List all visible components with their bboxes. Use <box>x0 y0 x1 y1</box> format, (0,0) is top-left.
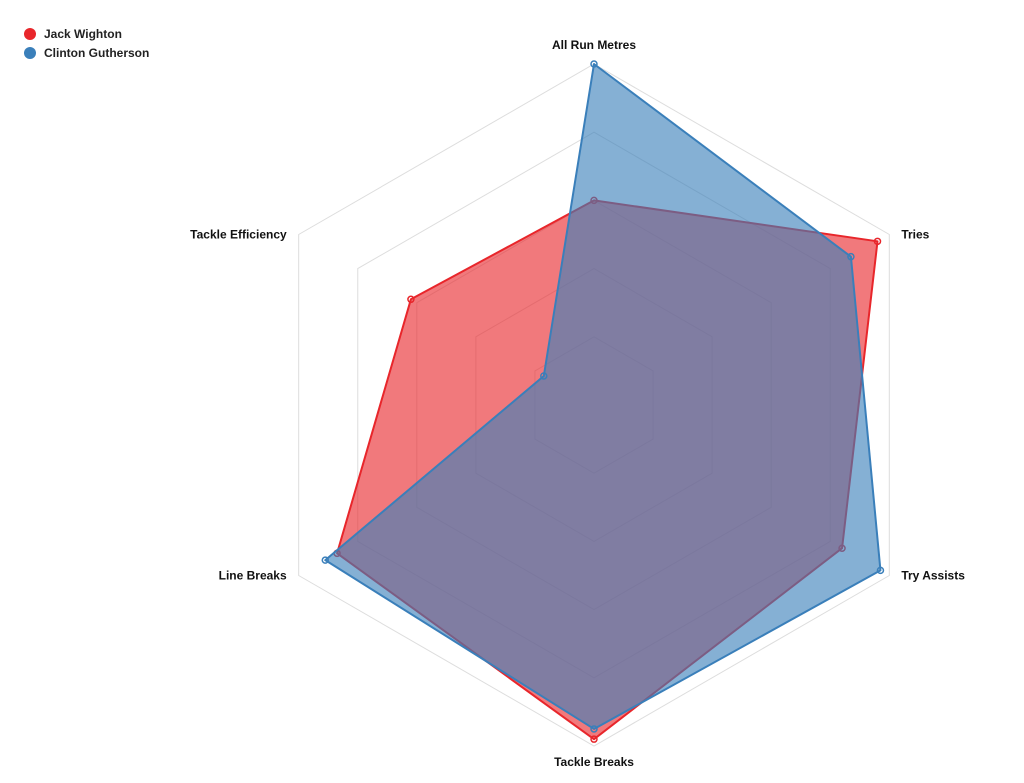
series-0-point-5[interactable] <box>407 295 415 304</box>
axis-label-1: Tries <box>901 228 929 242</box>
legend-swatch <box>24 46 36 59</box>
series-1-point-5[interactable] <box>540 372 548 380</box>
series-1-point-1[interactable] <box>847 252 855 261</box>
axis-label-0: All Run Metres <box>552 38 636 52</box>
series-layer <box>321 60 885 743</box>
axis-label-5: Tackle Efficiency <box>190 228 287 242</box>
axis-label-4: Line Breaks <box>219 569 287 583</box>
axis-labels: All Run Metres Tries Try Assists Tackle … <box>190 38 965 769</box>
legend: Jack Wighton Clinton Gutherson <box>24 24 149 62</box>
series-0-point-1[interactable] <box>873 237 882 246</box>
series-1-point-0[interactable] <box>590 60 598 68</box>
series-0-point-3[interactable] <box>590 735 598 743</box>
axis-label-2: Try Assists <box>901 569 965 583</box>
grid-ring-5 <box>298 63 890 747</box>
legend-item-clinton-gutherson[interactable]: Clinton Gutherson <box>24 43 149 62</box>
legend-item-jack-wighton[interactable]: Jack Wighton <box>24 24 149 43</box>
series-1 <box>321 60 885 733</box>
legend-label: Clinton Gutherson <box>44 45 150 60</box>
series-1-point-3[interactable] <box>590 725 598 733</box>
legend-label: Jack Wighton <box>44 26 122 41</box>
legend-swatch <box>24 27 36 40</box>
series-1-point-2[interactable] <box>876 566 885 575</box>
axis-label-3: Tackle Breaks <box>554 755 634 769</box>
series-1-point-4[interactable] <box>321 556 330 564</box>
series-area-1 <box>324 63 882 730</box>
